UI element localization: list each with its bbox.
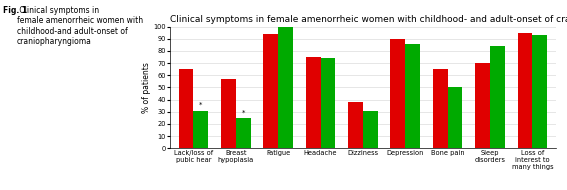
- Bar: [363, 111, 378, 148]
- Bar: [391, 39, 405, 148]
- Bar: [475, 63, 490, 148]
- Bar: [278, 27, 293, 148]
- Bar: [193, 111, 208, 148]
- Text: Clinical symptoms in
female amenorrheic women with
childhood-and adult-onset of
: Clinical symptoms in female amenorrheic …: [16, 6, 143, 46]
- Bar: [405, 44, 420, 148]
- Bar: [306, 57, 320, 148]
- Text: *: *: [199, 102, 202, 108]
- Bar: [221, 79, 236, 148]
- Bar: [320, 58, 335, 148]
- Bar: [447, 87, 463, 148]
- Text: *: *: [242, 109, 245, 115]
- Bar: [179, 69, 193, 148]
- Text: Clinical symptoms in female amenorrheic women with childhood- and adult-onset of: Clinical symptoms in female amenorrheic …: [170, 15, 567, 25]
- Bar: [433, 69, 447, 148]
- Bar: [263, 34, 278, 148]
- Bar: [490, 46, 505, 148]
- Bar: [518, 33, 532, 148]
- Y-axis label: % of patients: % of patients: [142, 62, 150, 113]
- Bar: [532, 35, 547, 148]
- Bar: [236, 118, 251, 148]
- Bar: [348, 102, 363, 148]
- Text: Fig. 1: Fig. 1: [3, 6, 27, 15]
